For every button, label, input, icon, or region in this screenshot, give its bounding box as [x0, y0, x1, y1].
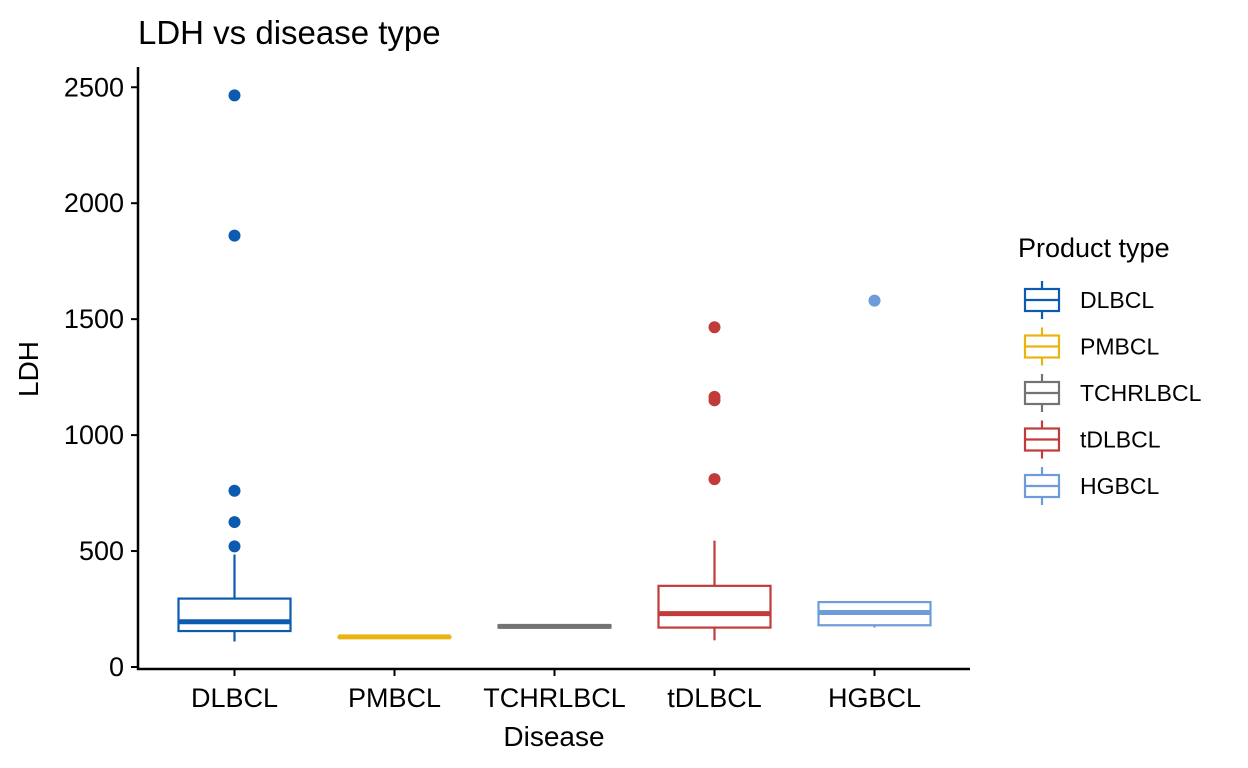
y-tick-label: 1000 [64, 420, 124, 450]
y-axis-title: LDH [13, 341, 44, 397]
legend-label: PMBCL [1080, 334, 1159, 360]
legend-label: DLBCL [1080, 287, 1154, 313]
legend-item: TCHRLBCL [1023, 374, 1202, 412]
box-pmbcl [337, 634, 452, 640]
x-tick-label: HGBCL [828, 683, 921, 713]
y-tick-label: 0 [109, 652, 124, 682]
legend-items: DLBCL PMBCL TCHRLBCL tDLBCL HGBCL [1023, 281, 1202, 505]
legend-item: tDLBCL [1023, 420, 1161, 459]
legend-key [1023, 281, 1061, 319]
y-tick-label: 500 [79, 536, 124, 566]
legend-label: tDLBCL [1080, 427, 1161, 453]
legend: Product type DLBCL PMBCL TCHRLBCL tDLBCL HGB… [1018, 233, 1202, 505]
legend-item: PMBCL [1023, 327, 1159, 366]
box-series [177, 89, 932, 642]
outlier-point [228, 516, 241, 529]
y-tick-label: 2500 [64, 72, 124, 102]
outlier-point [228, 89, 241, 102]
plot-area: 0 500 1000 1500 2000 2500 DLBCL PMBCL TCHRLBCL t… [64, 67, 970, 713]
y-tick-label: 1500 [64, 304, 124, 334]
legend-key [1023, 327, 1061, 366]
box-iqr [177, 597, 292, 633]
x-tick-label: DLBCL [191, 683, 278, 713]
legend-label: TCHRLBCL [1080, 380, 1202, 406]
legend-item: HGBCL [1023, 467, 1159, 505]
x-tick-label: TCHRLBCL [483, 683, 626, 713]
legend-key [1023, 420, 1061, 459]
outlier-point [228, 229, 241, 242]
x-axis-ticks: DLBCL PMBCL TCHRLBCL tDLBCL HGBCL [191, 669, 921, 713]
outlier-point [708, 390, 721, 403]
legend-title: Product type [1018, 233, 1170, 263]
outlier-point [228, 484, 241, 497]
outlier-point [868, 294, 881, 307]
y-axis-ticks: 0 500 1000 1500 2000 2500 [64, 72, 138, 682]
outlier-point [228, 540, 241, 553]
legend-key [1023, 374, 1061, 412]
x-axis-title: Disease [503, 721, 604, 752]
box-hgbcl [817, 294, 932, 628]
legend-item: DLBCL [1023, 281, 1154, 319]
x-tick-label: tDLBCL [667, 683, 762, 713]
outlier-point [708, 473, 721, 486]
box-tchrlbcl [497, 623, 612, 629]
legend-key [1023, 467, 1061, 505]
box-dlbcl [177, 89, 292, 642]
outlier-point [708, 321, 721, 334]
x-tick-label: PMBCL [348, 683, 441, 713]
box-tdlbcl [657, 321, 772, 641]
chart-title: LDH vs disease type [138, 14, 441, 51]
box-iqr [657, 584, 772, 629]
legend-label: HGBCL [1080, 473, 1159, 499]
y-tick-label: 2000 [64, 188, 124, 218]
